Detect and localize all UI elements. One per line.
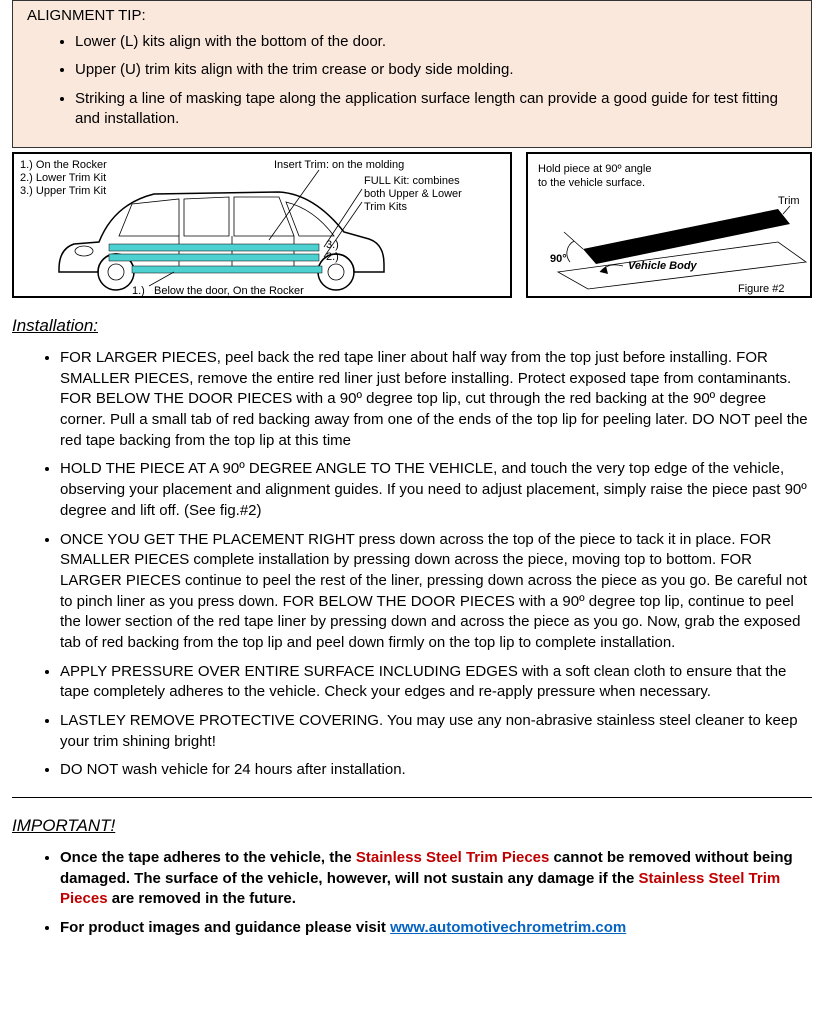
svg-text:Figure #2: Figure #2 [738,283,784,295]
text: Once the tape adheres to the vehicle, th… [60,849,356,866]
tip-list: Lower (L) kits align with the bottom of … [27,32,797,129]
important-list: Once the tape adheres to the vehicle, th… [12,848,812,939]
alignment-tip-box: ALIGNMENT TIP: Lower (L) kits align with… [12,0,812,148]
svg-text:FULL Kit: combines: FULL Kit: combines [364,175,460,187]
svg-text:1.): 1.) [132,285,145,297]
svg-text:1.) On the Rocker: 1.) On the Rocker [20,159,107,171]
svg-text:both Upper & Lower: both Upper & Lower [364,188,462,200]
svg-text:Trim: Trim [778,195,800,207]
installation-list: FOR LARGER PIECES, peel back the red tap… [12,348,812,781]
svg-text:Vehicle Body: Vehicle Body [628,260,698,272]
installation-heading: Installation: [12,316,812,336]
svg-text:Insert Trim: on the molding: Insert Trim: on the molding [274,159,404,171]
important-heading: IMPORTANT! [12,816,812,836]
text: For product images and guidance please v… [60,919,390,936]
tip-item: Upper (U) trim kits align with the trim … [75,60,797,80]
svg-text:to the vehicle surface.: to the vehicle surface. [538,177,645,189]
install-item: LASTLEY REMOVE PROTECTIVE COVERING. You … [60,711,812,752]
svg-text:90°: 90° [550,253,567,265]
important-item: For product images and guidance please v… [60,918,812,939]
install-item: ONCE YOU GET THE PLACEMENT RIGHT press d… [60,530,812,654]
tip-title: ALIGNMENT TIP: [27,7,797,24]
svg-text:3.): 3.) [326,239,339,251]
installation-content: FOR LARGER PIECES, peel back the red tap… [0,348,824,781]
install-item: HOLD THE PIECE AT A 90º DEGREE ANGLE TO … [60,459,812,521]
divider [12,797,812,798]
text: are removed in the future. [108,890,296,907]
install-item: APPLY PRESSURE OVER ENTIRE SURFACE INCLU… [60,662,812,703]
svg-text:Hold piece at 90º angle: Hold piece at 90º angle [538,163,652,175]
car-diagram: 1.) On the Rocker 2.) Lower Trim Kit 3.)… [12,152,512,298]
product-link[interactable]: www.automotivechrometrim.com [390,919,626,936]
important-content: Once the tape adheres to the vehicle, th… [0,848,824,939]
highlight-text: Stainless Steel Trim Pieces [356,849,549,866]
install-item: DO NOT wash vehicle for 24 hours after i… [60,760,812,781]
tip-item: Lower (L) kits align with the bottom of … [75,32,797,52]
important-item: Once the tape adheres to the vehicle, th… [60,848,812,910]
svg-text:Trim Kits: Trim Kits [364,201,407,213]
svg-text:2.) Lower Trim Kit: 2.) Lower Trim Kit [20,172,106,184]
diagram-row: 1.) On the Rocker 2.) Lower Trim Kit 3.)… [12,152,812,298]
install-item: FOR LARGER PIECES, peel back the red tap… [60,348,812,451]
tip-item: Striking a line of masking tape along th… [75,89,797,130]
svg-text:2.): 2.) [326,251,339,263]
svg-text:Below the door, On the Rocker: Below the door, On the Rocker [154,285,304,297]
angle-diagram: Hold piece at 90º angle to the vehicle s… [526,152,812,298]
svg-text:3.) Upper Trim Kit: 3.) Upper Trim Kit [20,185,106,197]
